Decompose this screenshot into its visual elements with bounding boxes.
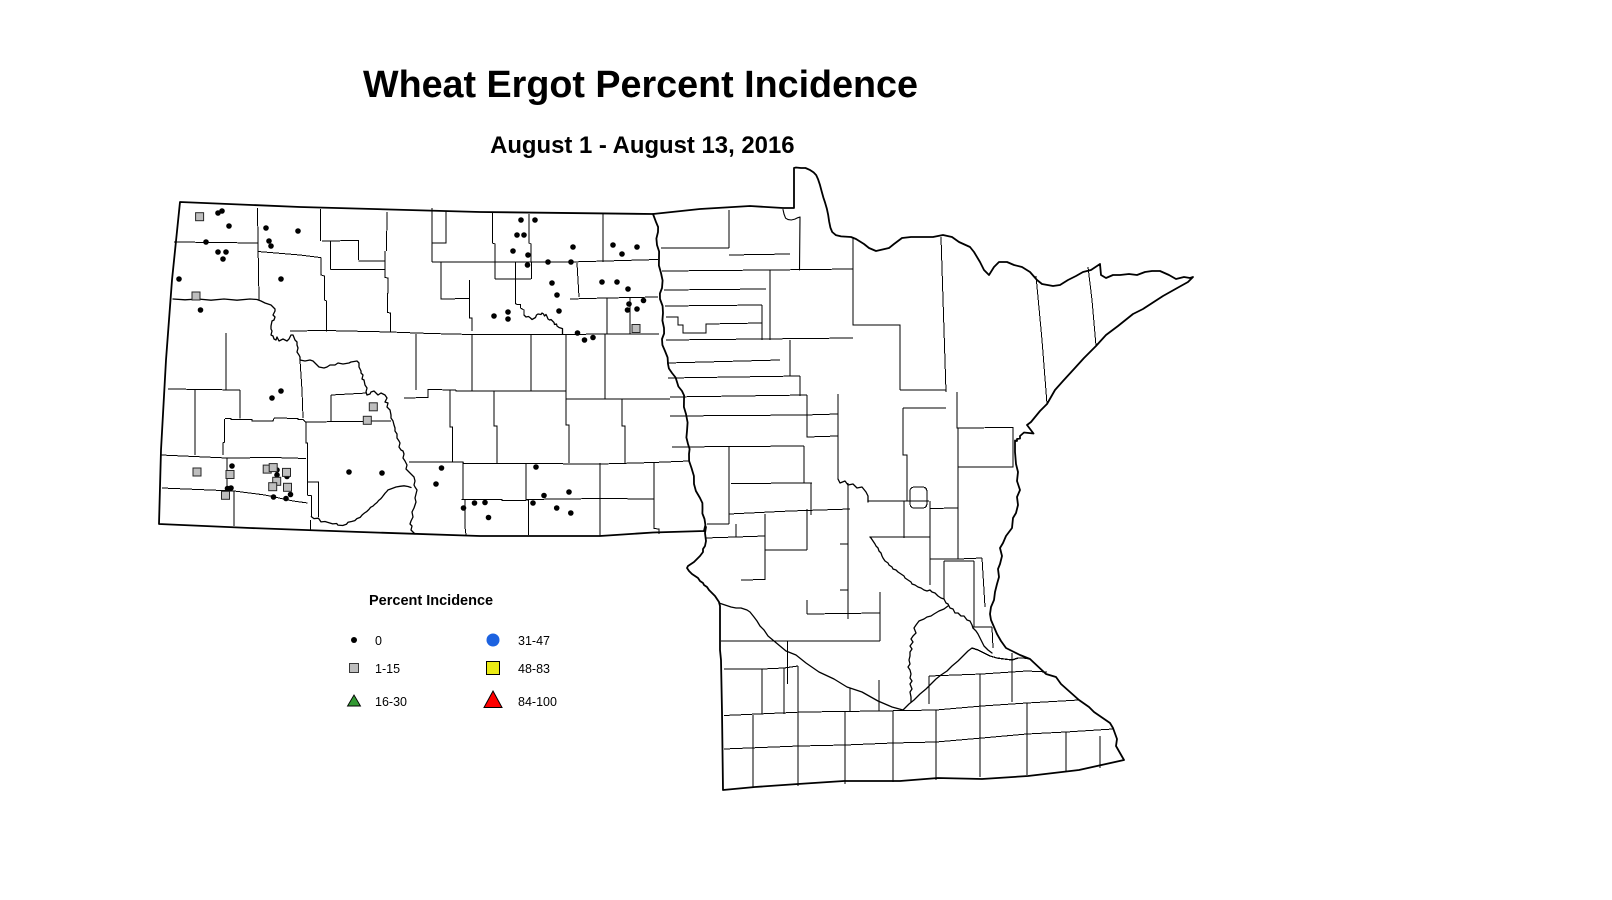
svg-text:1-15: 1-15 — [375, 662, 400, 676]
svg-text:0: 0 — [375, 634, 382, 648]
svg-text:84-100: 84-100 — [518, 695, 557, 709]
svg-text:16-30: 16-30 — [375, 695, 407, 709]
svg-text:August 1 - August 13, 2016: August 1 - August 13, 2016 — [490, 132, 794, 159]
svg-text:Wheat Ergot Percent Incidence: Wheat Ergot Percent Incidence — [363, 63, 918, 105]
svg-text:48-83: 48-83 — [518, 662, 550, 676]
svg-text:Percent Incidence: Percent Incidence — [369, 593, 493, 609]
svg-text:31-47: 31-47 — [518, 634, 550, 648]
